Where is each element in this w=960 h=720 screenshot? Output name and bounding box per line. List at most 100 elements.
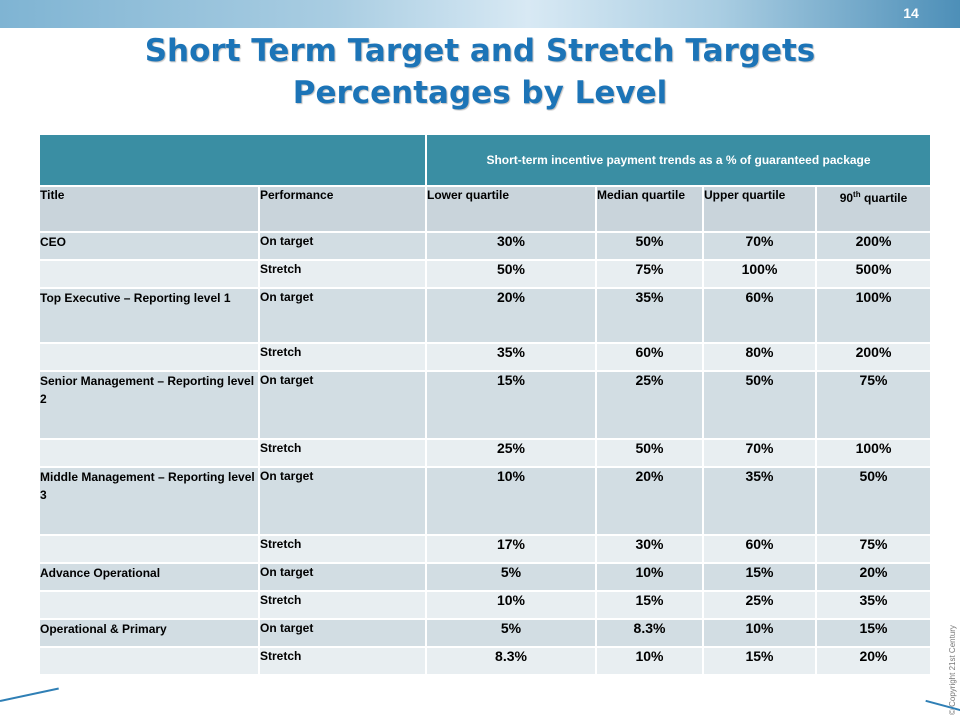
row-title bbox=[38, 438, 260, 468]
value-90th-quartile: 50% bbox=[815, 466, 932, 536]
value-upper-quartile: 70% bbox=[702, 231, 817, 261]
col-header-90th-suffix: th bbox=[853, 190, 861, 199]
row-performance: Stretch bbox=[258, 534, 427, 564]
table-row: CEO On target 30% 50% 70% 200% bbox=[38, 231, 932, 261]
row-performance: On target bbox=[258, 370, 427, 440]
row-title: Advance Operational bbox=[38, 562, 260, 592]
value-upper-quartile: 15% bbox=[702, 646, 817, 676]
value-median-quartile: 10% bbox=[595, 646, 704, 676]
slide-title-line-1: Short Term Target and Stretch Targets bbox=[144, 33, 816, 69]
table-row: Top Executive – Reporting level 1 On tar… bbox=[38, 287, 932, 344]
value-median-quartile: 50% bbox=[595, 438, 704, 468]
group-header-spacer bbox=[38, 133, 427, 187]
value-90th-quartile: 20% bbox=[815, 646, 932, 676]
value-90th-quartile: 75% bbox=[815, 370, 932, 440]
value-median-quartile: 50% bbox=[595, 231, 704, 261]
col-header-90th-label: quartile bbox=[860, 191, 908, 205]
table-row: Advance Operational On target 5% 10% 15%… bbox=[38, 562, 932, 592]
value-lower-quartile: 20% bbox=[425, 287, 597, 344]
value-90th-quartile: 15% bbox=[815, 618, 932, 648]
value-90th-quartile: 100% bbox=[815, 438, 932, 468]
col-header-upper-quartile: Upper quartile bbox=[702, 185, 817, 233]
incentive-table: Short-term incentive payment trends as a… bbox=[38, 133, 932, 676]
value-lower-quartile: 10% bbox=[425, 466, 597, 536]
value-lower-quartile: 8.3% bbox=[425, 646, 597, 676]
col-header-90th-quartile: 90th quartile bbox=[815, 185, 932, 233]
value-median-quartile: 35% bbox=[595, 287, 704, 344]
copyright-notice: © Copyright 21st Century bbox=[936, 605, 957, 715]
value-lower-quartile: 50% bbox=[425, 259, 597, 289]
table-row: Stretch 50% 75% 100% 500% bbox=[38, 259, 932, 289]
column-header-row: Title Performance Lower quartile Median … bbox=[38, 185, 932, 233]
row-title bbox=[38, 646, 260, 676]
value-median-quartile: 15% bbox=[595, 590, 704, 620]
value-median-quartile: 8.3% bbox=[595, 618, 704, 648]
value-lower-quartile: 30% bbox=[425, 231, 597, 261]
value-lower-quartile: 5% bbox=[425, 562, 597, 592]
col-header-lower-quartile: Lower quartile bbox=[425, 185, 597, 233]
table-row: Operational & Primary On target 5% 8.3% … bbox=[38, 618, 932, 648]
table-row: Middle Management – Reporting level 3 On… bbox=[38, 466, 932, 536]
row-performance: Stretch bbox=[258, 590, 427, 620]
row-performance: Stretch bbox=[258, 342, 427, 372]
row-title: CEO bbox=[38, 231, 260, 261]
value-upper-quartile: 80% bbox=[702, 342, 817, 372]
table-row: Stretch 10% 15% 25% 35% bbox=[38, 590, 932, 620]
table-row: Stretch 35% 60% 80% 200% bbox=[38, 342, 932, 372]
row-title bbox=[38, 259, 260, 289]
group-header: Short-term incentive payment trends as a… bbox=[425, 133, 932, 187]
value-lower-quartile: 10% bbox=[425, 590, 597, 620]
value-lower-quartile: 17% bbox=[425, 534, 597, 564]
value-90th-quartile: 100% bbox=[815, 287, 932, 344]
table-row: Stretch 25% 50% 70% 100% bbox=[38, 438, 932, 468]
row-title bbox=[38, 534, 260, 564]
value-90th-quartile: 20% bbox=[815, 562, 932, 592]
value-upper-quartile: 25% bbox=[702, 590, 817, 620]
value-median-quartile: 10% bbox=[595, 562, 704, 592]
table-row: Stretch 8.3% 10% 15% 20% bbox=[38, 646, 932, 676]
row-performance: On target bbox=[258, 466, 427, 536]
row-title: Operational & Primary bbox=[38, 618, 260, 648]
table-row: Senior Management – Reporting level 2 On… bbox=[38, 370, 932, 440]
value-90th-quartile: 200% bbox=[815, 342, 932, 372]
value-lower-quartile: 5% bbox=[425, 618, 597, 648]
value-90th-quartile: 75% bbox=[815, 534, 932, 564]
row-performance: On target bbox=[258, 562, 427, 592]
row-performance: On target bbox=[258, 618, 427, 648]
row-title bbox=[38, 342, 260, 372]
row-performance: Stretch bbox=[258, 259, 427, 289]
table-row: Stretch 17% 30% 60% 75% bbox=[38, 534, 932, 564]
value-median-quartile: 60% bbox=[595, 342, 704, 372]
value-lower-quartile: 25% bbox=[425, 438, 597, 468]
value-median-quartile: 25% bbox=[595, 370, 704, 440]
row-title: Senior Management – Reporting level 2 bbox=[38, 370, 260, 440]
value-upper-quartile: 60% bbox=[702, 287, 817, 344]
value-lower-quartile: 35% bbox=[425, 342, 597, 372]
value-upper-quartile: 10% bbox=[702, 618, 817, 648]
row-title: Top Executive – Reporting level 1 bbox=[38, 287, 260, 344]
slide-title-line-2: Percentages by Level bbox=[292, 75, 668, 111]
row-title bbox=[38, 590, 260, 620]
value-median-quartile: 20% bbox=[595, 466, 704, 536]
footer-accent-left bbox=[0, 687, 59, 702]
row-performance: On target bbox=[258, 231, 427, 261]
col-header-median-quartile: Median quartile bbox=[595, 185, 704, 233]
copyright-text: © Copyright 21st Century bbox=[948, 625, 957, 715]
row-performance: Stretch bbox=[258, 438, 427, 468]
row-title: Middle Management – Reporting level 3 bbox=[38, 466, 260, 536]
value-90th-quartile: 500% bbox=[815, 259, 932, 289]
value-median-quartile: 75% bbox=[595, 259, 704, 289]
value-lower-quartile: 15% bbox=[425, 370, 597, 440]
value-upper-quartile: 35% bbox=[702, 466, 817, 536]
value-upper-quartile: 50% bbox=[702, 370, 817, 440]
value-upper-quartile: 60% bbox=[702, 534, 817, 564]
col-header-90th-number: 90 bbox=[839, 191, 854, 205]
col-header-performance: Performance bbox=[258, 185, 427, 233]
value-90th-quartile: 35% bbox=[815, 590, 932, 620]
row-performance: Stretch bbox=[258, 646, 427, 676]
value-upper-quartile: 15% bbox=[702, 562, 817, 592]
top-banner bbox=[0, 0, 960, 28]
group-header-row: Short-term incentive payment trends as a… bbox=[38, 133, 932, 187]
row-performance: On target bbox=[258, 287, 427, 344]
value-upper-quartile: 70% bbox=[702, 438, 817, 468]
